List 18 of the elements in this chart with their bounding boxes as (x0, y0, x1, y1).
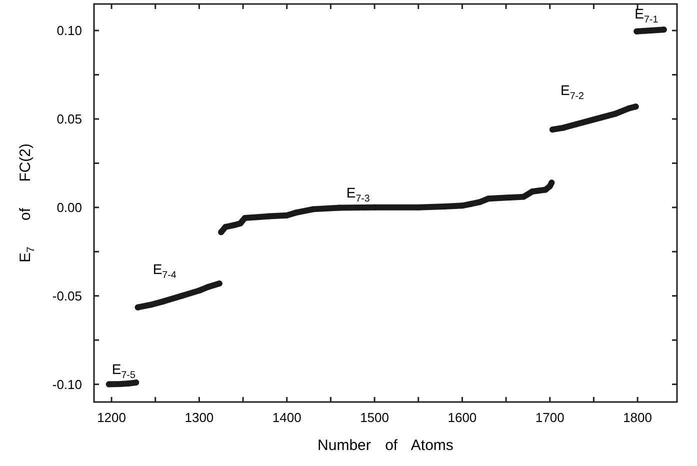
y-tick-label: 0.00 (56, 200, 82, 215)
x-axis-title: Number of Atoms (318, 437, 454, 454)
x-tick-label: 1600 (448, 410, 477, 425)
annotation: E$_{7-2}$ (560, 82, 584, 102)
annotation: E$_{7-3}$ (346, 184, 370, 204)
x-tick-label: 1800 (623, 410, 652, 425)
x-tick-label: 1400 (272, 410, 302, 425)
annotation: E$_{7-5}$ (112, 360, 136, 380)
y-tick-label: 0.10 (56, 23, 82, 38)
y-tick-label: -0.10 (52, 376, 82, 392)
y-tick-label: 0.05 (56, 111, 82, 126)
x-tick-label: 1700 (535, 410, 564, 425)
annotation: E$_{7-1}$ (634, 6, 658, 26)
annotation: E$_{7-4}$ (152, 260, 177, 280)
x-tick-label: 1200 (97, 410, 126, 425)
x-tick-label: 1300 (184, 410, 214, 425)
y-tick-label: -0.05 (52, 288, 82, 304)
x-tick-label: 1500 (360, 410, 389, 425)
